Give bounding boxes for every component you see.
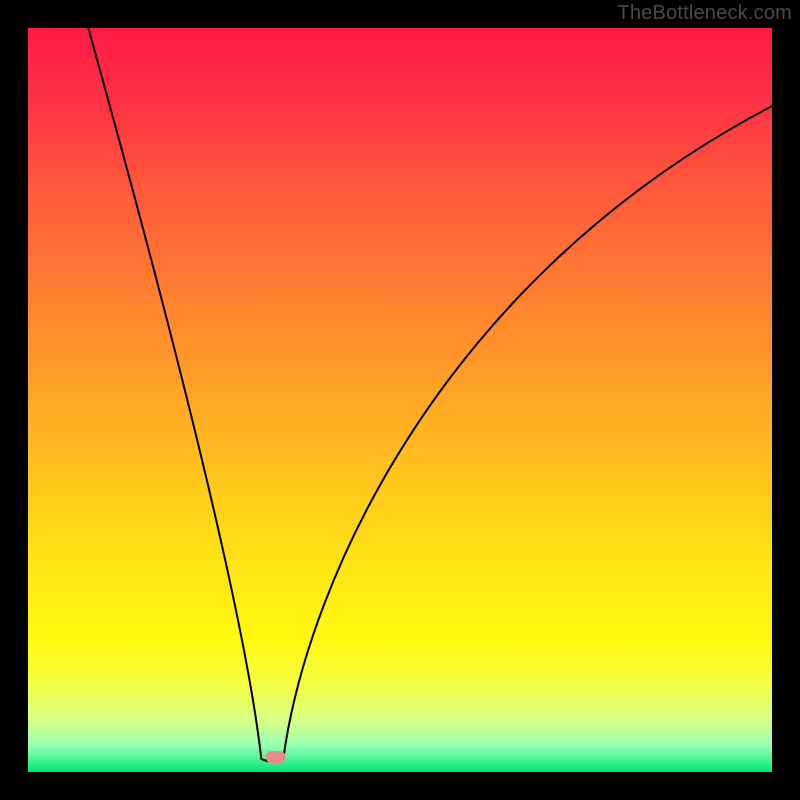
chart-svg bbox=[0, 0, 800, 800]
chart-container: TheBottleneck.com bbox=[0, 0, 800, 800]
optimum-marker bbox=[266, 751, 286, 763]
gradient-background bbox=[28, 28, 772, 772]
watermark-text: TheBottleneck.com bbox=[617, 2, 792, 25]
